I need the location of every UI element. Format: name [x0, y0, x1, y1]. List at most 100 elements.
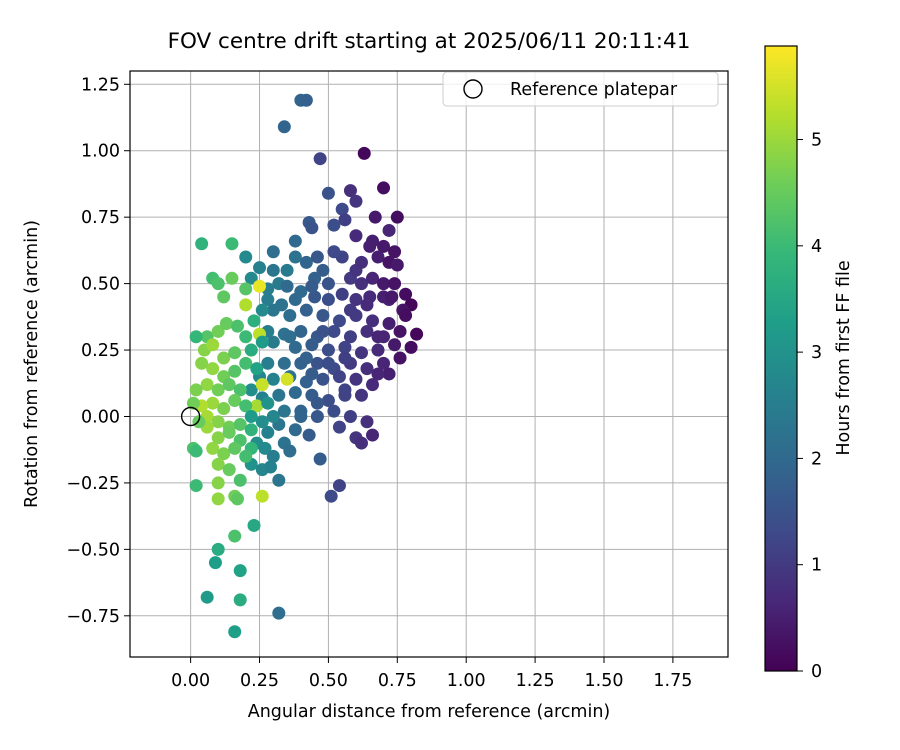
data-point — [382, 367, 396, 381]
data-point — [316, 263, 330, 277]
data-point — [217, 351, 231, 365]
data-point — [261, 293, 275, 307]
data-point — [305, 367, 319, 381]
data-point — [186, 396, 200, 410]
data-point — [393, 351, 407, 365]
data-point — [288, 234, 302, 248]
data-point — [332, 314, 346, 328]
data-point — [239, 250, 253, 264]
data-point — [233, 383, 247, 397]
x-tick-label: 1.50 — [585, 671, 624, 691]
x-tick-label: 0.75 — [378, 671, 417, 691]
data-point — [244, 271, 258, 285]
data-point — [349, 194, 363, 208]
data-point — [343, 330, 357, 344]
data-point — [217, 290, 231, 304]
legend-marker — [463, 79, 483, 99]
data-point — [258, 441, 272, 455]
data-point — [264, 460, 278, 474]
y-axis-label: Rotation from reference (arcmin) — [22, 220, 42, 508]
data-point — [332, 479, 346, 493]
data-point — [233, 564, 247, 578]
data-point — [368, 210, 382, 224]
data-point — [399, 287, 413, 301]
data-point — [377, 181, 391, 195]
data-point — [244, 343, 258, 357]
data-point — [200, 590, 214, 604]
data-point — [239, 356, 253, 370]
y-tick-label: −0.75 — [66, 607, 120, 627]
data-point — [305, 338, 319, 352]
data-point — [225, 237, 239, 251]
data-point — [247, 314, 261, 328]
data-point — [354, 277, 368, 291]
data-point — [280, 263, 294, 277]
data-point — [366, 271, 380, 285]
data-point — [382, 223, 396, 237]
data-point — [393, 324, 407, 338]
data-point — [261, 396, 275, 410]
data-point — [233, 417, 247, 431]
data-point — [228, 625, 242, 639]
data-point — [338, 340, 352, 354]
colorbar-tick-label: 5 — [811, 131, 822, 151]
data-point — [189, 479, 203, 493]
data-point — [338, 383, 352, 397]
data-point — [189, 444, 203, 458]
data-point — [272, 606, 286, 620]
data-point — [343, 303, 357, 317]
data-point — [385, 290, 399, 304]
data-point — [255, 489, 269, 503]
data-point — [283, 308, 297, 322]
data-point — [310, 396, 324, 410]
data-point — [299, 351, 313, 365]
data-point — [321, 186, 335, 200]
data-point — [228, 529, 242, 543]
data-point — [219, 316, 233, 330]
colorbar-tick-label: 4 — [811, 237, 822, 257]
data-point — [288, 250, 302, 264]
data-point — [332, 370, 346, 384]
data-point — [360, 298, 374, 312]
data-point — [277, 356, 291, 370]
data-point — [247, 518, 261, 532]
data-point — [211, 457, 225, 471]
data-point — [266, 263, 280, 277]
y-tick-label: 0.75 — [81, 208, 120, 228]
data-point — [388, 338, 402, 352]
data-point — [222, 378, 236, 392]
data-point — [211, 542, 225, 556]
data-point — [250, 399, 264, 413]
colorbar-label: Hours from first FF file — [834, 260, 854, 455]
data-point — [283, 444, 297, 458]
y-tick-label: −0.25 — [66, 474, 120, 494]
data-point — [338, 213, 352, 227]
y-tick-label: 0.50 — [81, 275, 120, 295]
data-point — [228, 346, 242, 360]
data-point — [253, 261, 267, 275]
data-point — [410, 327, 424, 341]
data-point — [253, 279, 267, 293]
x-tick-label: 0.00 — [171, 671, 210, 691]
legend: Reference platepar — [442, 71, 719, 107]
data-point — [343, 409, 357, 423]
data-point — [288, 423, 302, 437]
data-point — [308, 290, 322, 304]
data-point — [233, 473, 247, 487]
chart-title: FOV centre drift starting at 2025/06/11 … — [168, 29, 691, 54]
data-point — [239, 282, 253, 296]
data-point — [377, 277, 391, 291]
data-point — [354, 436, 368, 450]
data-point — [310, 409, 324, 423]
data-point — [192, 415, 206, 429]
data-point — [360, 415, 374, 429]
data-point — [371, 330, 385, 344]
data-point — [255, 415, 269, 429]
data-point — [206, 362, 220, 376]
data-point — [217, 402, 231, 416]
data-point — [377, 239, 391, 253]
data-point — [261, 425, 275, 439]
data-point — [222, 425, 236, 439]
data-point — [349, 372, 363, 386]
data-point — [233, 593, 247, 607]
